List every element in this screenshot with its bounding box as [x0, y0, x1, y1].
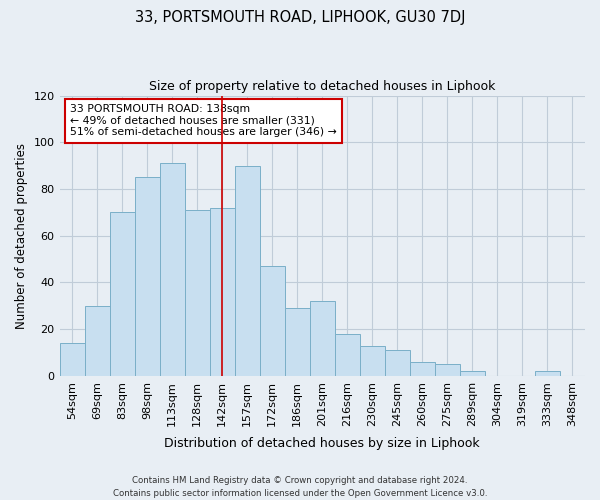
Bar: [310, 301, 335, 376]
Text: Contains HM Land Registry data © Crown copyright and database right 2024.
Contai: Contains HM Land Registry data © Crown c…: [113, 476, 487, 498]
Bar: [260, 266, 285, 376]
Bar: [335, 334, 360, 376]
Text: 33 PORTSMOUTH ROAD: 138sqm
← 49% of detached houses are smaller (331)
51% of sem: 33 PORTSMOUTH ROAD: 138sqm ← 49% of deta…: [70, 104, 337, 137]
Text: 33, PORTSMOUTH ROAD, LIPHOOK, GU30 7DJ: 33, PORTSMOUTH ROAD, LIPHOOK, GU30 7DJ: [135, 10, 465, 25]
Bar: [134, 178, 160, 376]
Bar: [85, 306, 110, 376]
Bar: [385, 350, 410, 376]
Bar: [285, 308, 310, 376]
Bar: [410, 362, 435, 376]
Bar: [235, 166, 260, 376]
Bar: [460, 371, 485, 376]
Bar: [160, 164, 185, 376]
Bar: [110, 212, 134, 376]
Bar: [360, 346, 385, 376]
Bar: [185, 210, 209, 376]
X-axis label: Distribution of detached houses by size in Liphook: Distribution of detached houses by size …: [164, 437, 480, 450]
Bar: [59, 343, 85, 376]
Bar: [209, 208, 235, 376]
Bar: [535, 371, 560, 376]
Bar: [435, 364, 460, 376]
Y-axis label: Number of detached properties: Number of detached properties: [15, 142, 28, 328]
Title: Size of property relative to detached houses in Liphook: Size of property relative to detached ho…: [149, 80, 496, 93]
